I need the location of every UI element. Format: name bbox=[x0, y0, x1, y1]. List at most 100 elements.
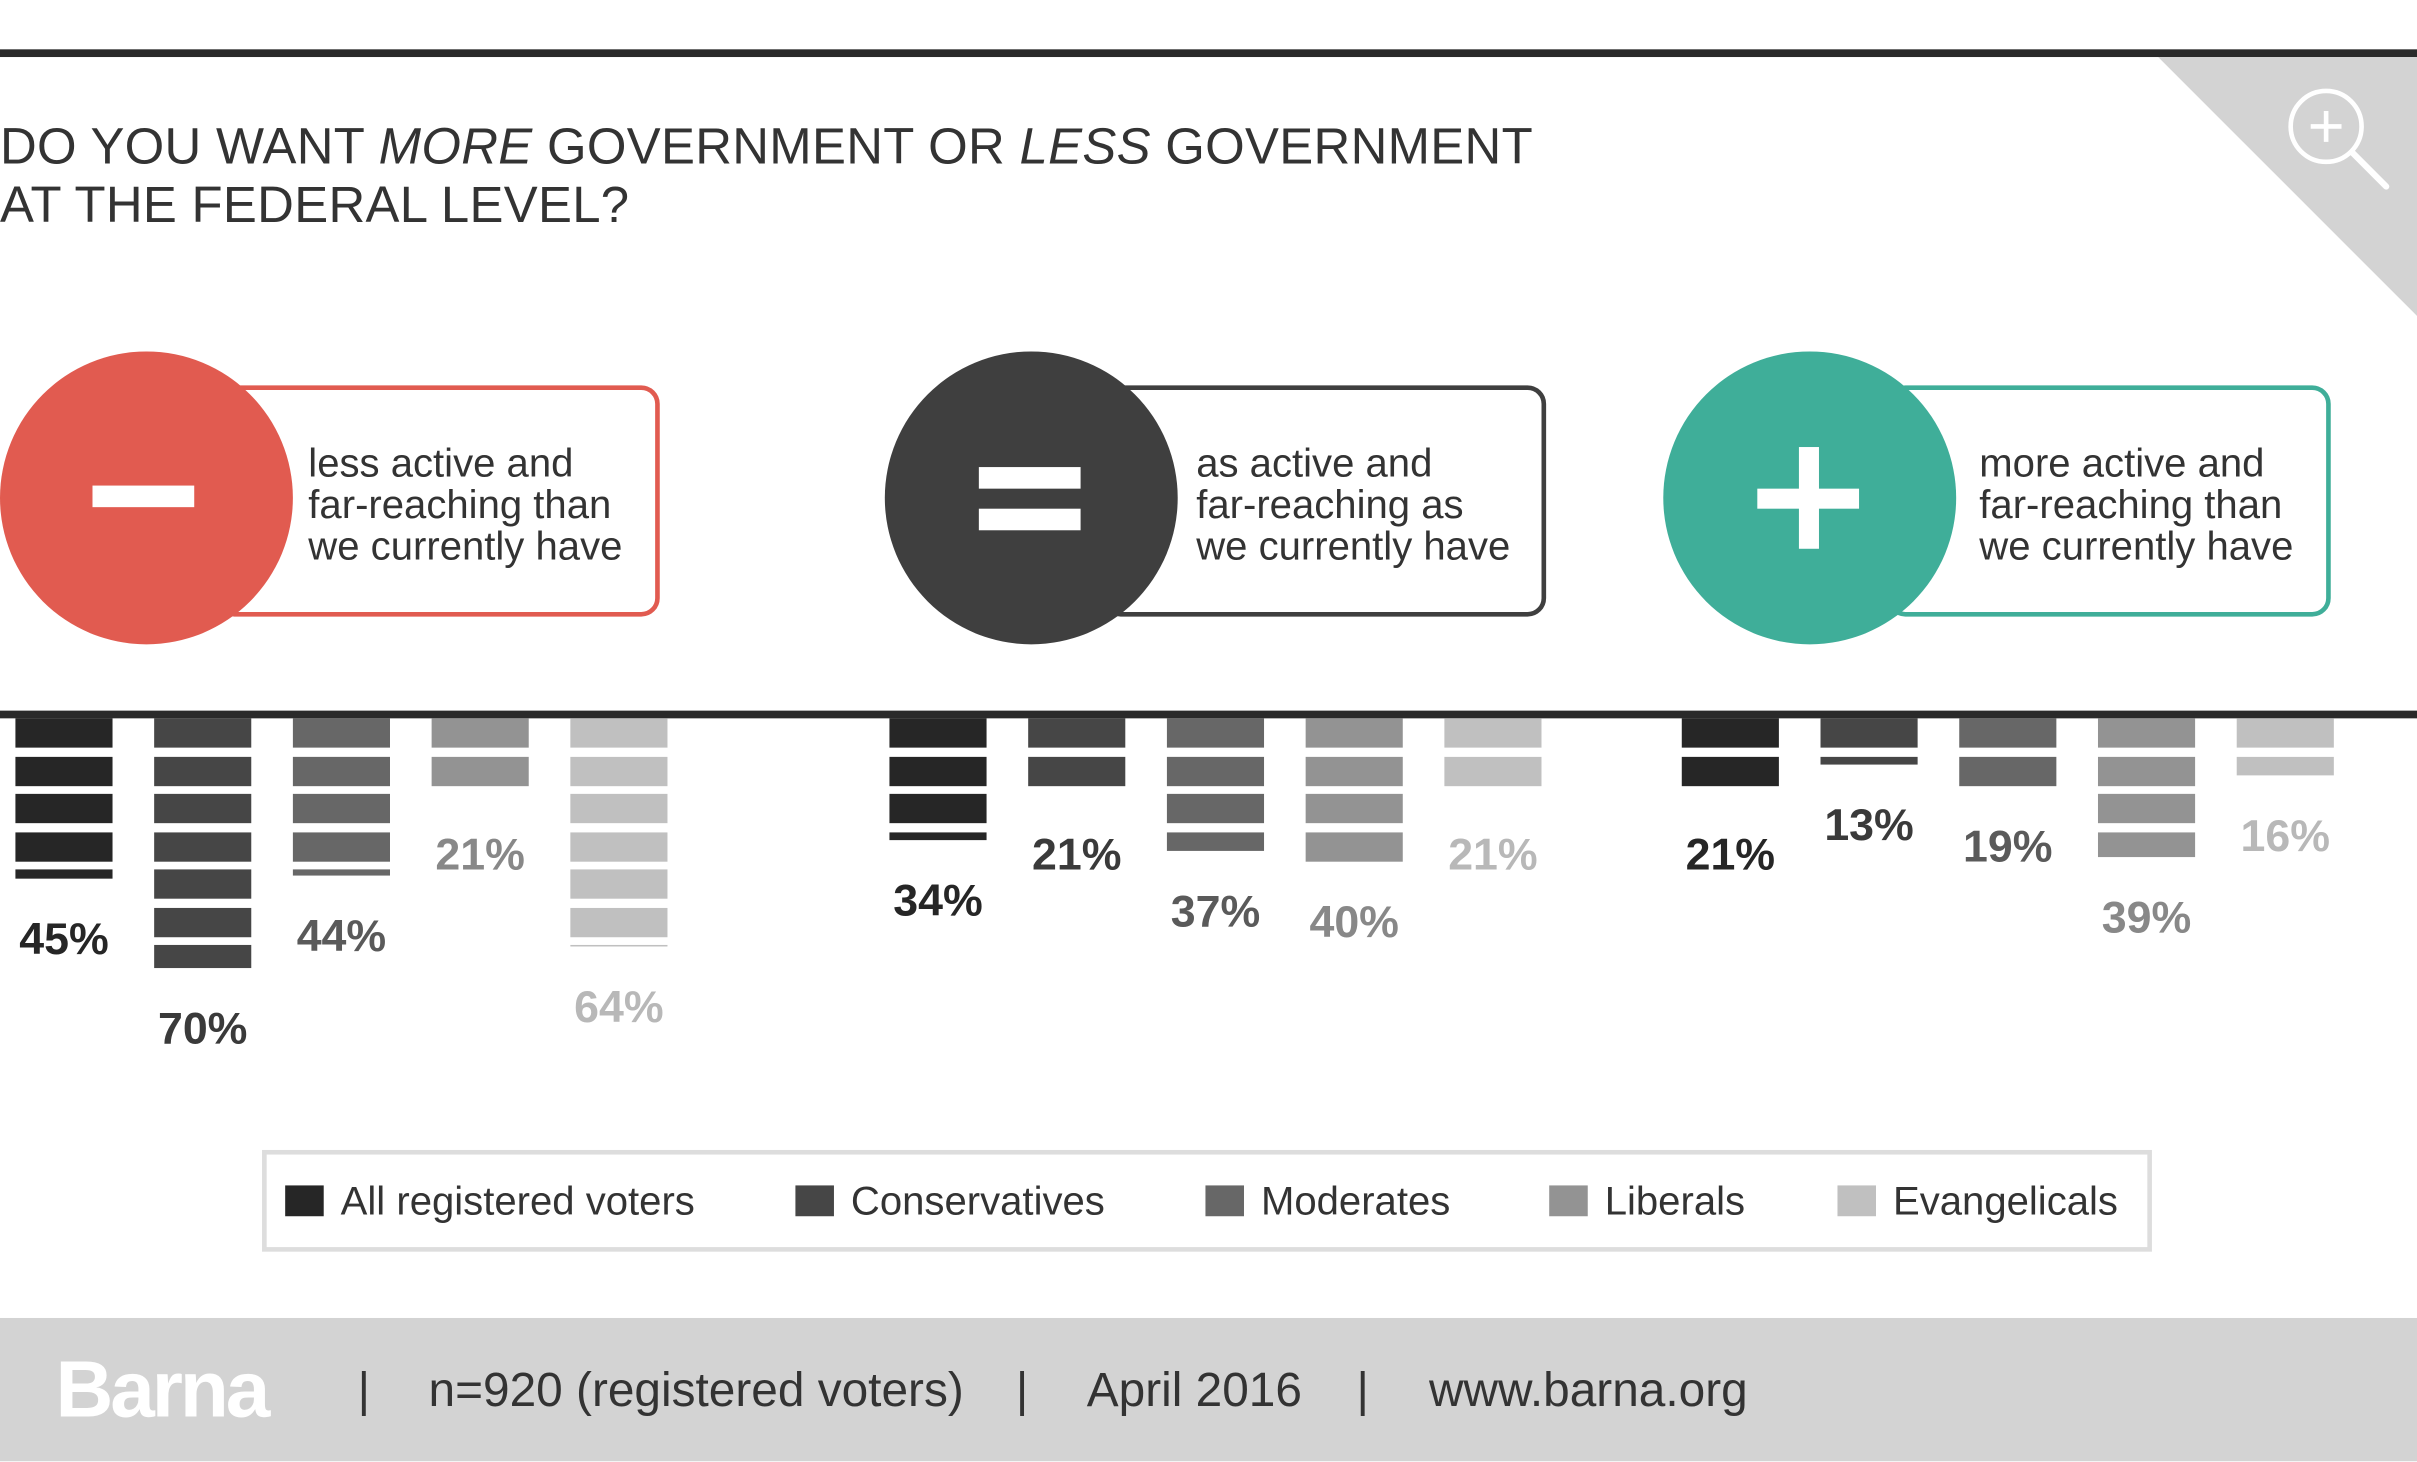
bar-segment bbox=[292, 869, 390, 876]
bar-segment bbox=[1166, 831, 1265, 851]
bar-segment bbox=[1166, 756, 1265, 786]
callout-more bbox=[1886, 385, 2331, 617]
legend-item-conservatives: Conservatives bbox=[795, 1177, 1105, 1224]
bar bbox=[154, 718, 252, 969]
bar-segment bbox=[1305, 756, 1403, 786]
corner-fold bbox=[2158, 57, 2417, 316]
equals-icon bbox=[978, 467, 1081, 531]
footer-url: www.barna.org bbox=[1428, 1362, 1748, 1417]
bar bbox=[1444, 718, 1542, 793]
bar-segment bbox=[570, 718, 668, 748]
legend-label: Moderates bbox=[1260, 1177, 1451, 1224]
bar-segment bbox=[431, 718, 529, 748]
bar-segment bbox=[1444, 718, 1542, 748]
bar-segment bbox=[2097, 793, 2196, 824]
bar bbox=[1820, 718, 1918, 765]
legend-item-evangelicals: Evangelicals bbox=[1837, 1178, 2118, 1224]
legend-swatch bbox=[1205, 1185, 1244, 1217]
bar-segment bbox=[154, 831, 252, 861]
callout-line: we currently have bbox=[1196, 522, 1511, 569]
zoom-in-icon[interactable] bbox=[2281, 85, 2392, 196]
bar-segment bbox=[2097, 831, 2196, 858]
bar-segment bbox=[1959, 756, 2057, 786]
bar bbox=[1959, 718, 2057, 786]
callout-line: far-reaching than bbox=[1979, 480, 2283, 528]
bar-segment bbox=[15, 756, 113, 786]
bar-segment bbox=[1820, 756, 1918, 765]
legend-swatch bbox=[285, 1185, 324, 1217]
bar-segment bbox=[15, 869, 113, 880]
data-label: 34% bbox=[893, 876, 983, 927]
bar-segment bbox=[1820, 718, 1918, 748]
bar-segment bbox=[1681, 756, 1779, 786]
data-label: 21% bbox=[435, 830, 525, 880]
chart-title: DO YOU WANT MORE GOVERNMENT OR LESS GOVE… bbox=[0, 117, 1696, 234]
bar-segment bbox=[2097, 756, 2196, 786]
legend bbox=[262, 1149, 2152, 1252]
callout-text-more: more active and far-reaching than we cur… bbox=[1979, 442, 2293, 567]
bar bbox=[431, 718, 529, 793]
bar-segment bbox=[292, 756, 390, 786]
legend-label: Conservatives bbox=[850, 1177, 1105, 1224]
footer-separator: | bbox=[357, 1362, 371, 1417]
bar bbox=[1028, 718, 1126, 793]
data-label: 13% bbox=[1824, 801, 1914, 852]
data-label: 45% bbox=[19, 916, 109, 966]
bar-segment bbox=[570, 907, 668, 937]
footer-sample-size: n=920 (registered voters) bbox=[428, 1362, 964, 1417]
callout-line: we currently have bbox=[1979, 522, 2294, 569]
bar-segment bbox=[889, 718, 987, 748]
bar-segment bbox=[889, 756, 987, 786]
data-label: 21% bbox=[1031, 830, 1122, 880]
bar-segment bbox=[570, 831, 668, 861]
bar-segment bbox=[15, 718, 113, 748]
bar-segment bbox=[154, 907, 252, 937]
bar-segment bbox=[2236, 756, 2334, 776]
footer-separator: | bbox=[1356, 1362, 1369, 1417]
bar-segment bbox=[570, 869, 668, 899]
callout-line: far-reaching as bbox=[1196, 480, 1464, 528]
data-label: 44% bbox=[296, 912, 387, 963]
legend-item-moderates: Moderates bbox=[1205, 1178, 1450, 1224]
bar bbox=[1305, 718, 1403, 861]
title-emphasis-more: MORE bbox=[378, 117, 533, 175]
callout-line: less active and bbox=[308, 439, 574, 486]
bar-segment bbox=[154, 793, 252, 824]
bar-segment bbox=[2236, 718, 2334, 748]
bar bbox=[1166, 718, 1265, 851]
bar-segment bbox=[431, 756, 529, 786]
callout-same bbox=[1102, 385, 1547, 617]
chart-baseline bbox=[0, 710, 2417, 719]
bar-segment bbox=[1444, 756, 1542, 786]
legend-label: Liberals bbox=[1604, 1177, 1746, 1224]
data-label: 40% bbox=[1309, 898, 1399, 948]
footer bbox=[0, 1317, 2417, 1462]
legend-item-liberals: Liberals bbox=[1549, 1178, 1745, 1224]
data-label: 16% bbox=[2240, 812, 2331, 862]
bar-segment bbox=[1028, 718, 1126, 748]
minus-icon bbox=[92, 485, 195, 508]
legend-swatch bbox=[795, 1185, 834, 1217]
bar bbox=[889, 718, 987, 840]
legend-label: All registered voters bbox=[340, 1177, 695, 1224]
bar bbox=[1681, 718, 1779, 793]
legend-item-all: All registered voters bbox=[285, 1178, 695, 1224]
bar-segment bbox=[1305, 718, 1403, 748]
same-circle bbox=[884, 351, 1178, 645]
data-label: 64% bbox=[574, 984, 664, 1034]
bar-segment bbox=[1166, 793, 1265, 824]
plus-icon bbox=[1757, 447, 1860, 549]
callout-text-less: less active and far-reaching than we cur… bbox=[308, 442, 622, 567]
bar bbox=[15, 718, 113, 880]
bar-segment bbox=[292, 793, 390, 824]
footer-date: April 2016 bbox=[1086, 1362, 1302, 1417]
data-label: 19% bbox=[1963, 823, 2053, 873]
callout-line: as active and bbox=[1196, 439, 1433, 486]
bar-segment bbox=[570, 944, 668, 948]
footer-separator: | bbox=[1015, 1362, 1029, 1417]
bar bbox=[292, 718, 390, 876]
bar-segment bbox=[1305, 793, 1403, 824]
bar-segment bbox=[154, 869, 252, 899]
callout-line: more active and bbox=[1979, 439, 2265, 486]
